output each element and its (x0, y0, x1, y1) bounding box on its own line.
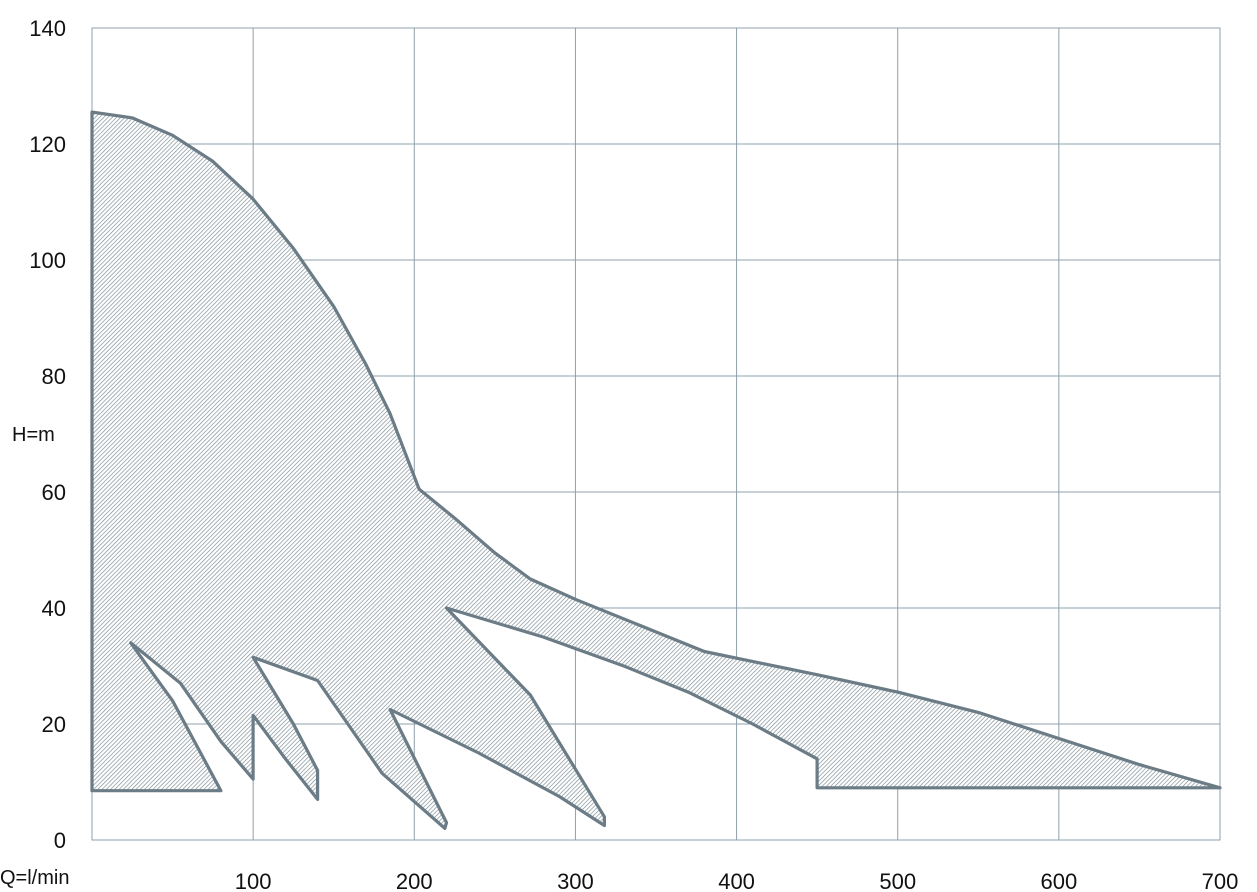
y-tick-label: 120 (29, 132, 66, 157)
x-tick-label: 300 (557, 869, 594, 892)
x-tick-label: 600 (1040, 869, 1077, 892)
y-tick-label: 40 (42, 596, 66, 621)
y-tick-label: 20 (42, 712, 66, 737)
x-tick-label: 700 (1202, 869, 1239, 892)
x-tick-label: 500 (879, 869, 916, 892)
x-tick-label: 400 (718, 869, 755, 892)
y-tick-label: 80 (42, 364, 66, 389)
x-tick-label: 100 (235, 869, 272, 892)
y-tick-label: 100 (29, 248, 66, 273)
y-tick-label: 140 (29, 16, 66, 41)
x-tick-label: 200 (396, 869, 433, 892)
performance-envelope (90, 110, 1222, 831)
y-tick-label: 60 (42, 480, 66, 505)
x-axis-label: Q=l/min (0, 867, 69, 889)
y-axis-ticks: 0 20 40 60 80 100 120 140 (29, 16, 66, 853)
y-tick-label: 0 (54, 828, 66, 853)
x-axis-ticks: 100 200 300 400 500 600 700 (235, 869, 1239, 892)
performance-area (90, 110, 1222, 831)
y-axis-label: H=m (12, 424, 55, 446)
